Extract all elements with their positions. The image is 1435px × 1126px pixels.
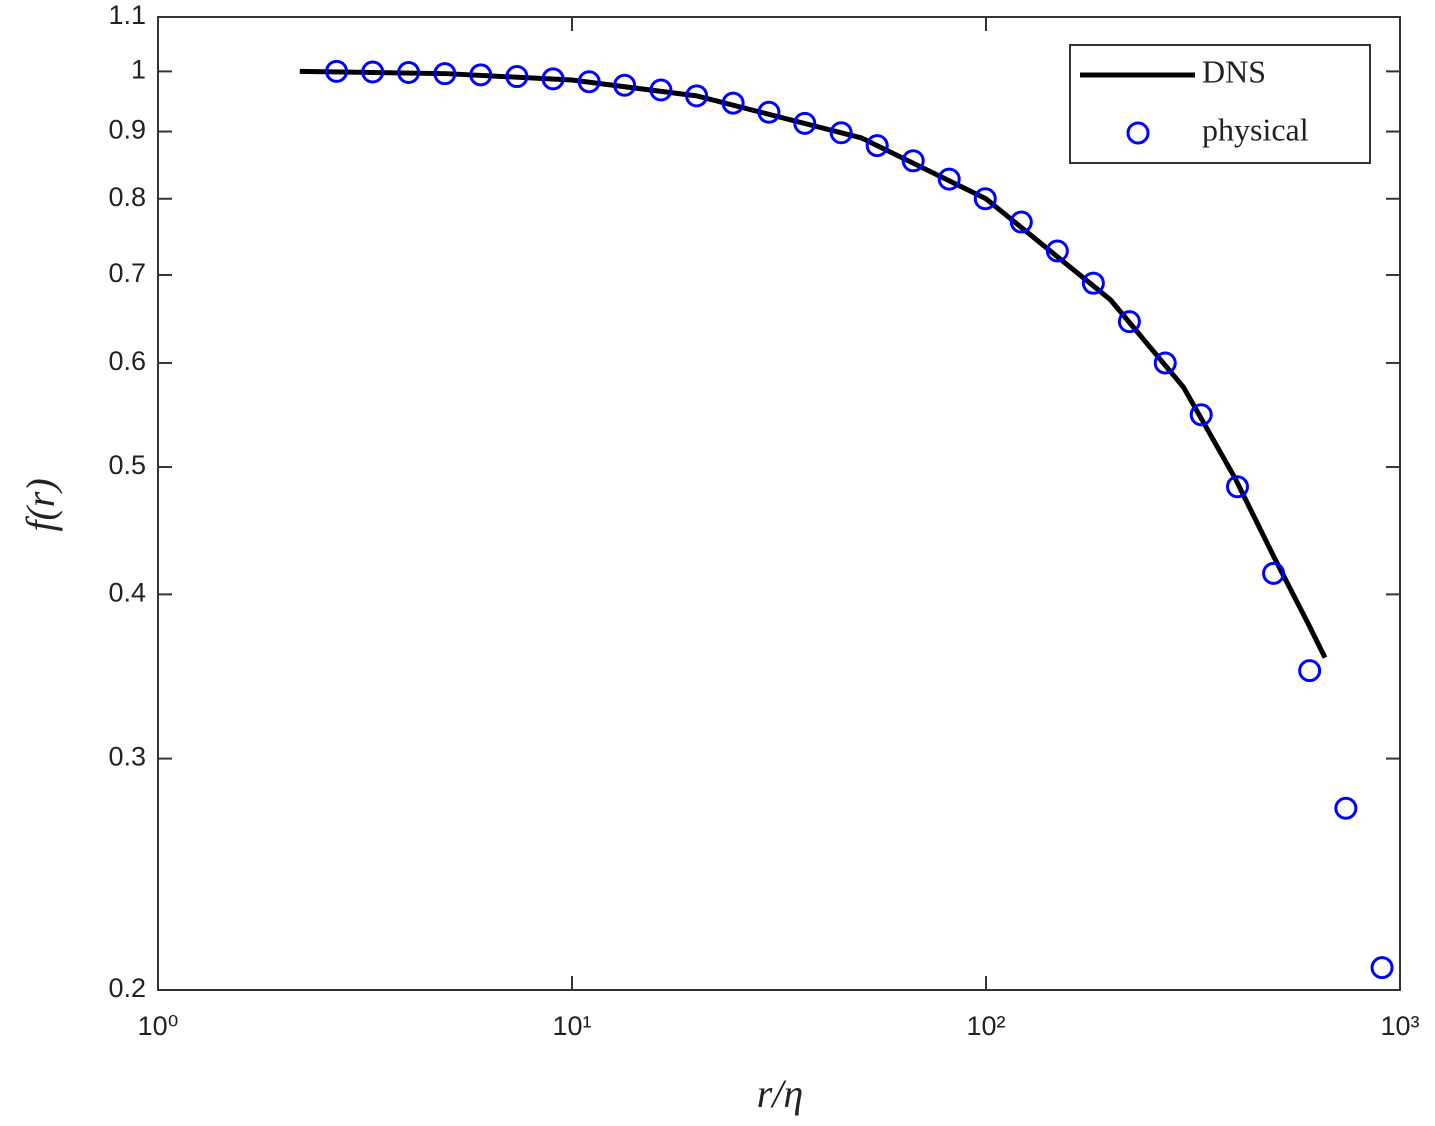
- marker: [865, 134, 889, 158]
- x-tick-label: 10²: [966, 1011, 1005, 1041]
- marker: [469, 63, 493, 87]
- marker: [613, 73, 637, 97]
- marker: [757, 100, 781, 124]
- marker: [505, 65, 529, 89]
- marker: [361, 60, 385, 84]
- marker: [1225, 475, 1249, 499]
- legend-box: [1069, 44, 1371, 164]
- y-tick-label: 0.6: [108, 346, 146, 376]
- marker: [1081, 271, 1105, 295]
- marker: [937, 167, 961, 191]
- y-tick-label: 0.2: [108, 973, 146, 1003]
- marker: [1334, 796, 1358, 820]
- marker: [1045, 239, 1069, 263]
- legend-marker: [1126, 121, 1150, 145]
- marker: [793, 111, 817, 135]
- x-tick-label: 10³: [1380, 1011, 1419, 1041]
- marker: [901, 149, 925, 173]
- marker: [1298, 659, 1322, 683]
- x-tick-label: 10¹: [552, 1011, 591, 1041]
- marker: [325, 59, 349, 83]
- y-tick-label: 0.3: [108, 742, 146, 772]
- marker: [1189, 403, 1213, 427]
- marker: [433, 62, 457, 86]
- marker: [649, 78, 673, 102]
- y-tick-label: 0.5: [108, 450, 146, 480]
- plot-area: [158, 17, 1400, 990]
- x-tick-label: 10⁰: [138, 1011, 179, 1041]
- marker: [1262, 561, 1286, 585]
- marker: [1009, 210, 1033, 234]
- marker: [685, 84, 709, 108]
- y-tick-label: 1: [131, 55, 146, 85]
- marker: [577, 70, 601, 94]
- y-tick-label: 0.8: [108, 182, 146, 212]
- y-tick-label: 0.7: [108, 258, 146, 288]
- legend-label: DNS: [1202, 53, 1266, 89]
- marker: [1370, 956, 1394, 980]
- marker: [829, 121, 853, 145]
- axes-frame: [157, 16, 1401, 991]
- marker: [721, 91, 745, 115]
- marker: [541, 67, 565, 91]
- marker: [1117, 310, 1141, 334]
- y-tick-label: 0.4: [108, 578, 146, 608]
- marker: [1153, 351, 1177, 375]
- marker: [973, 187, 997, 211]
- legend-label: physical: [1202, 111, 1309, 147]
- x-axis-label: r/η: [757, 1071, 804, 1116]
- y-tick-label: 0.9: [108, 115, 146, 145]
- marker: [397, 61, 421, 85]
- y-tick-label: 1.1: [108, 0, 146, 30]
- y-axis-label: f(r): [18, 478, 63, 531]
